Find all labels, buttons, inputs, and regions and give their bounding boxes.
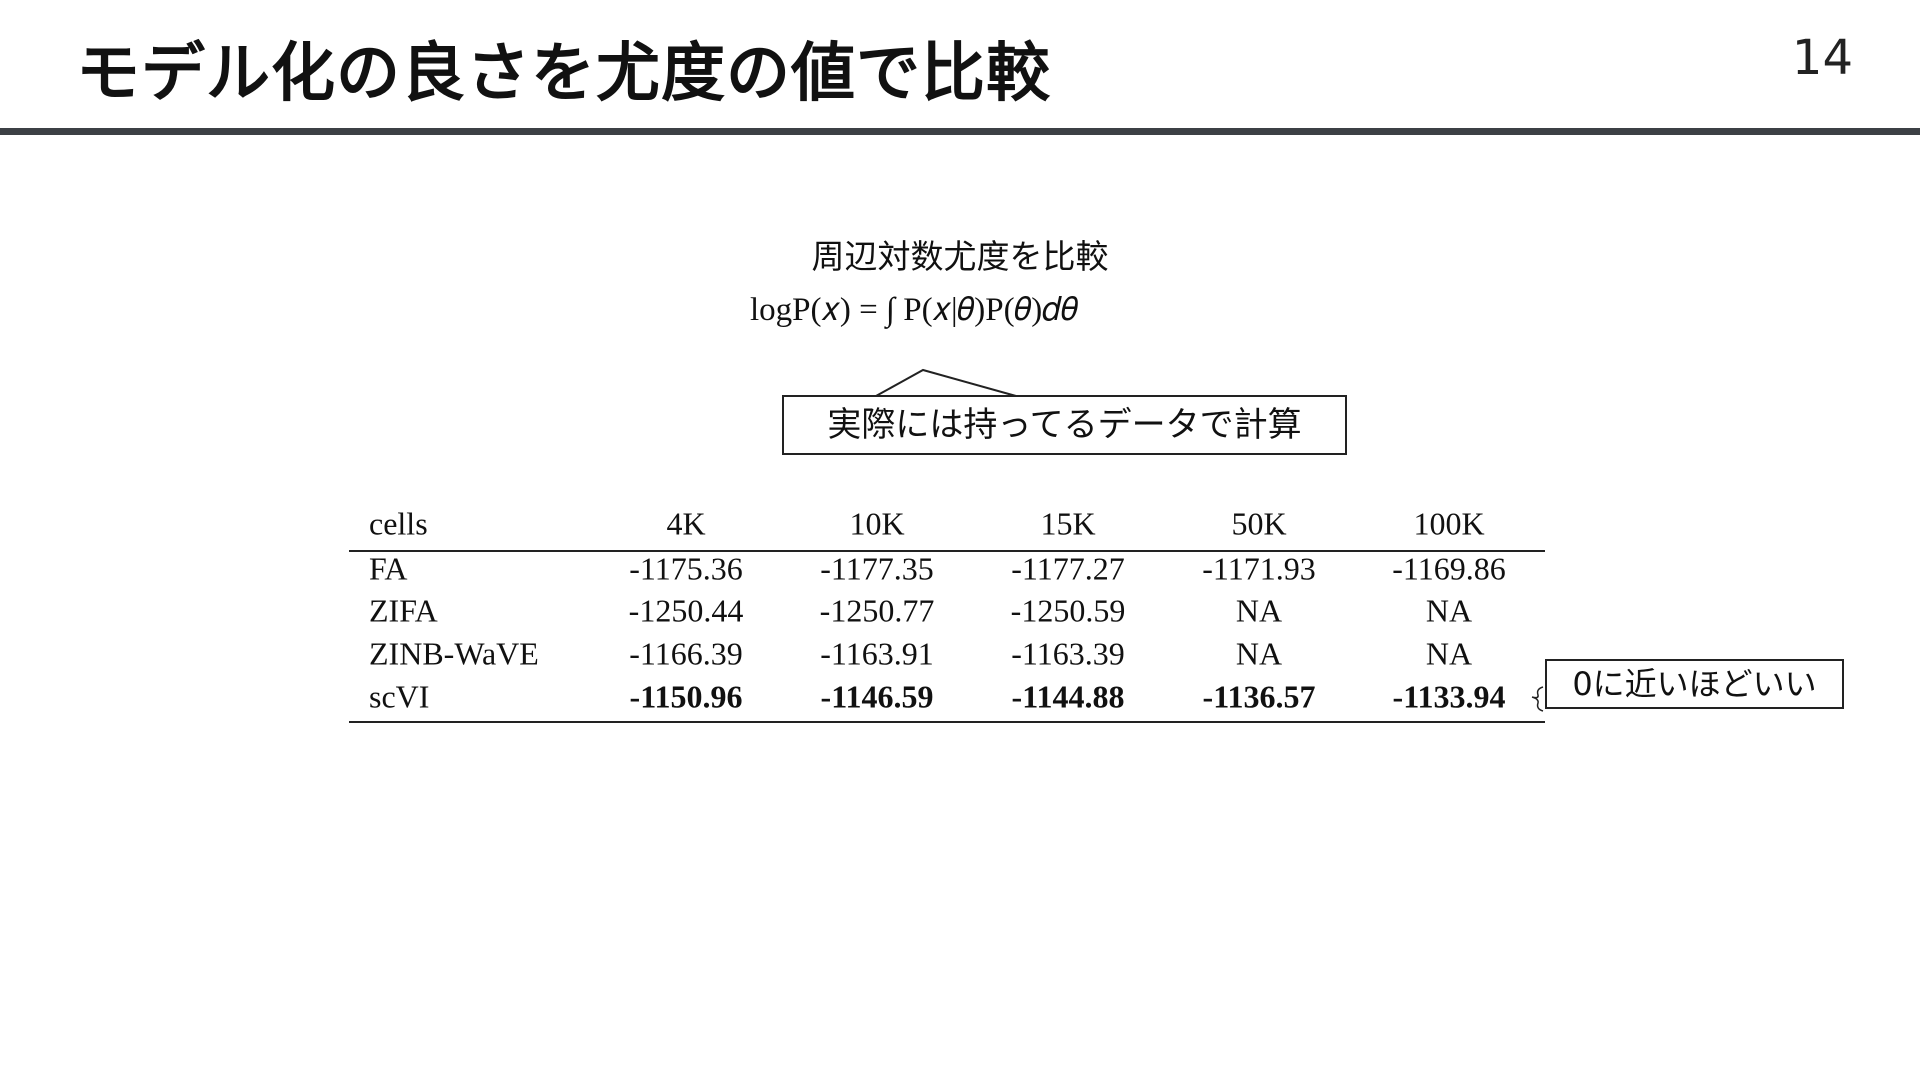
table-cell: NA — [1235, 592, 1283, 629]
table-cell: -1136.57 — [1202, 678, 1316, 715]
header-cell: 15K — [1040, 505, 1096, 542]
table-cell: -1250.44 — [628, 592, 744, 629]
table-cell: -1177.35 — [820, 550, 934, 587]
table-cell: -1146.59 — [820, 678, 934, 715]
table-cell: -1144.88 — [1011, 678, 1125, 715]
table-cell: scVI — [369, 678, 430, 715]
header-cell: 50K — [1231, 505, 1287, 542]
pointer-line — [875, 368, 1017, 397]
annotation-box: 0に近いほどいい — [1545, 659, 1844, 709]
page-number: 14 — [1791, 30, 1853, 86]
table-cell: -1177.27 — [1011, 550, 1125, 587]
table-cell: -1163.91 — [820, 635, 934, 672]
formula: logP(𝑥) = ∫ P(𝑥|𝜃)P(𝜃)𝑑𝜃 — [750, 292, 1079, 328]
table-cell: -1163.39 — [1011, 635, 1125, 672]
table-cell: FA — [369, 550, 408, 587]
table-cell: -1169.86 — [1392, 550, 1506, 587]
header-cell: 4K — [666, 505, 706, 542]
table-cell: NA — [1425, 635, 1473, 672]
table-cell: -1166.39 — [629, 635, 743, 672]
table-cell: -1150.96 — [629, 678, 743, 715]
header-cell: cells — [369, 505, 428, 542]
callout-box: 実際には持ってるデータで計算 — [782, 395, 1347, 455]
table-cell: ZINB-WaVE — [369, 635, 539, 672]
table-cell: -1133.94 — [1392, 678, 1506, 715]
table-cell: -1171.93 — [1202, 550, 1316, 587]
formula-caption: 周辺対数尤度を比較 — [811, 237, 1109, 276]
slide-title: モデル化の良さを尤度の値で比較 — [76, 37, 1051, 111]
brace — [1531, 686, 1544, 712]
table-cell: -1175.36 — [629, 550, 743, 587]
table-cell: ZIFA — [369, 592, 438, 629]
table-cell: -1250.77 — [819, 592, 935, 629]
header-cell: 100K — [1413, 505, 1485, 542]
table-cell: NA — [1425, 592, 1473, 629]
table-cell: NA — [1235, 635, 1283, 672]
table-cell: -1250.59 — [1010, 592, 1126, 629]
header-rule — [0, 128, 1920, 135]
header-cell: 10K — [849, 505, 905, 542]
